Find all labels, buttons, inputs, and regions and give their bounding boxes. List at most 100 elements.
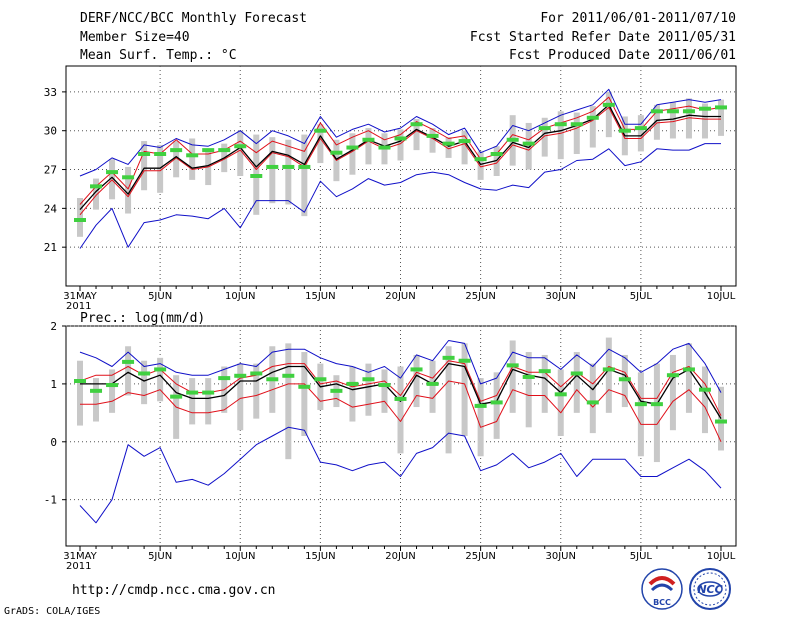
median-marker — [122, 359, 135, 364]
grads-credit: GrADS: COLA/IGES — [4, 606, 101, 617]
median-marker — [314, 377, 327, 382]
median-marker — [154, 367, 167, 372]
median-marker — [378, 383, 391, 388]
spread-bar — [317, 124, 324, 164]
median-marker — [234, 373, 247, 378]
x-tick-label: 10JUN — [225, 551, 255, 562]
x-tick-label: 20JUN — [385, 551, 415, 562]
median-marker — [266, 377, 279, 382]
median-marker — [715, 419, 727, 424]
spread-bar — [493, 372, 500, 439]
spread-bar — [141, 360, 148, 405]
median-marker — [682, 367, 695, 372]
median-marker — [570, 122, 583, 127]
median-marker — [266, 164, 279, 169]
spread-bar — [285, 343, 292, 460]
spread-bar — [125, 166, 132, 214]
median-marker — [490, 152, 503, 156]
spread-bar — [525, 122, 532, 170]
spread-bar — [685, 98, 692, 139]
median-marker — [666, 373, 679, 378]
median-marker — [586, 115, 599, 120]
spread-bar — [157, 144, 164, 193]
median-marker — [474, 403, 487, 408]
bcc-logo-text: BCC — [653, 598, 671, 607]
member-size: Member Size=40 — [80, 30, 190, 45]
spread-bar — [93, 378, 100, 422]
median-marker — [554, 122, 567, 127]
median-marker — [618, 377, 631, 382]
mean-line — [79, 104, 721, 211]
spread-bar — [125, 346, 132, 396]
spread-bar — [109, 369, 116, 413]
spread-bar — [429, 128, 436, 153]
spread-bar — [718, 99, 724, 136]
spread-bar — [141, 141, 148, 191]
spread-bar — [173, 141, 180, 178]
footer-url[interactable]: http://cmdp.ncc.cma.gov.cn — [72, 583, 276, 598]
spread-bar — [93, 178, 100, 210]
spread-bar — [701, 103, 708, 139]
spread-bar — [445, 346, 452, 454]
y-tick-label: 27 — [44, 164, 57, 177]
spread-bar — [429, 360, 436, 413]
forecast-period: For 2011/06/01-2011/07/10 — [540, 11, 736, 26]
spread-bar — [381, 369, 388, 413]
spread-bar — [669, 102, 676, 139]
spread-bar — [77, 360, 83, 426]
median-marker — [394, 396, 407, 401]
median-marker — [442, 355, 455, 360]
median-marker — [490, 400, 503, 405]
spread-bar — [365, 363, 372, 416]
y-tick-label: 0 — [50, 436, 57, 449]
spread-bar — [605, 337, 612, 413]
median-marker — [362, 137, 375, 142]
x-tick-label: 10JUN — [225, 291, 255, 302]
median-marker — [186, 390, 199, 395]
median-marker — [634, 402, 647, 407]
y-tick-label: 33 — [44, 86, 57, 99]
precip-label: Prec.: log(mm/d) — [80, 311, 206, 326]
median-marker — [602, 367, 615, 372]
spread-bar — [637, 372, 644, 457]
x-tick-label: 10JUL — [707, 551, 736, 562]
median-marker — [202, 390, 215, 395]
median-marker — [602, 102, 615, 107]
chart-title: DERF/NCC/BCC Monthly Forecast — [80, 11, 307, 26]
x-tick-label: 5JUL — [630, 291, 653, 302]
spread-bar — [718, 386, 724, 451]
median-marker — [506, 137, 519, 142]
spread-bar — [349, 133, 356, 175]
x-tick-label: 25JUN — [465, 551, 495, 562]
median-marker — [426, 133, 439, 138]
spread-bar — [269, 137, 276, 204]
spread-bar — [205, 378, 212, 425]
spread-bar — [397, 129, 404, 161]
y-tick-label: 2 — [50, 320, 57, 333]
median-marker — [554, 392, 567, 397]
spread-bar — [557, 369, 564, 436]
median-marker — [682, 109, 695, 114]
y-tick-label: 30 — [44, 125, 57, 138]
spread-bar — [397, 366, 404, 454]
spread-bar — [573, 352, 580, 413]
median-marker — [378, 145, 391, 150]
median-marker — [650, 402, 663, 407]
median-marker — [234, 144, 247, 149]
median-marker — [330, 388, 343, 393]
x-year-label: 2011 — [66, 301, 91, 312]
spread-bar — [237, 130, 244, 176]
logos: BCC NCC — [641, 568, 731, 610]
median-marker — [650, 109, 663, 114]
median-marker — [426, 381, 439, 386]
median-marker — [346, 381, 359, 386]
y-tick-label: -1 — [44, 494, 57, 507]
median-marker — [715, 105, 727, 110]
median-marker — [458, 358, 471, 363]
min-line — [79, 426, 722, 524]
median-marker — [106, 383, 119, 388]
lower-line — [80, 380, 722, 443]
bcc-logo-icon: BCC — [641, 568, 683, 610]
min-line — [79, 143, 721, 249]
spread-bar — [477, 378, 484, 457]
